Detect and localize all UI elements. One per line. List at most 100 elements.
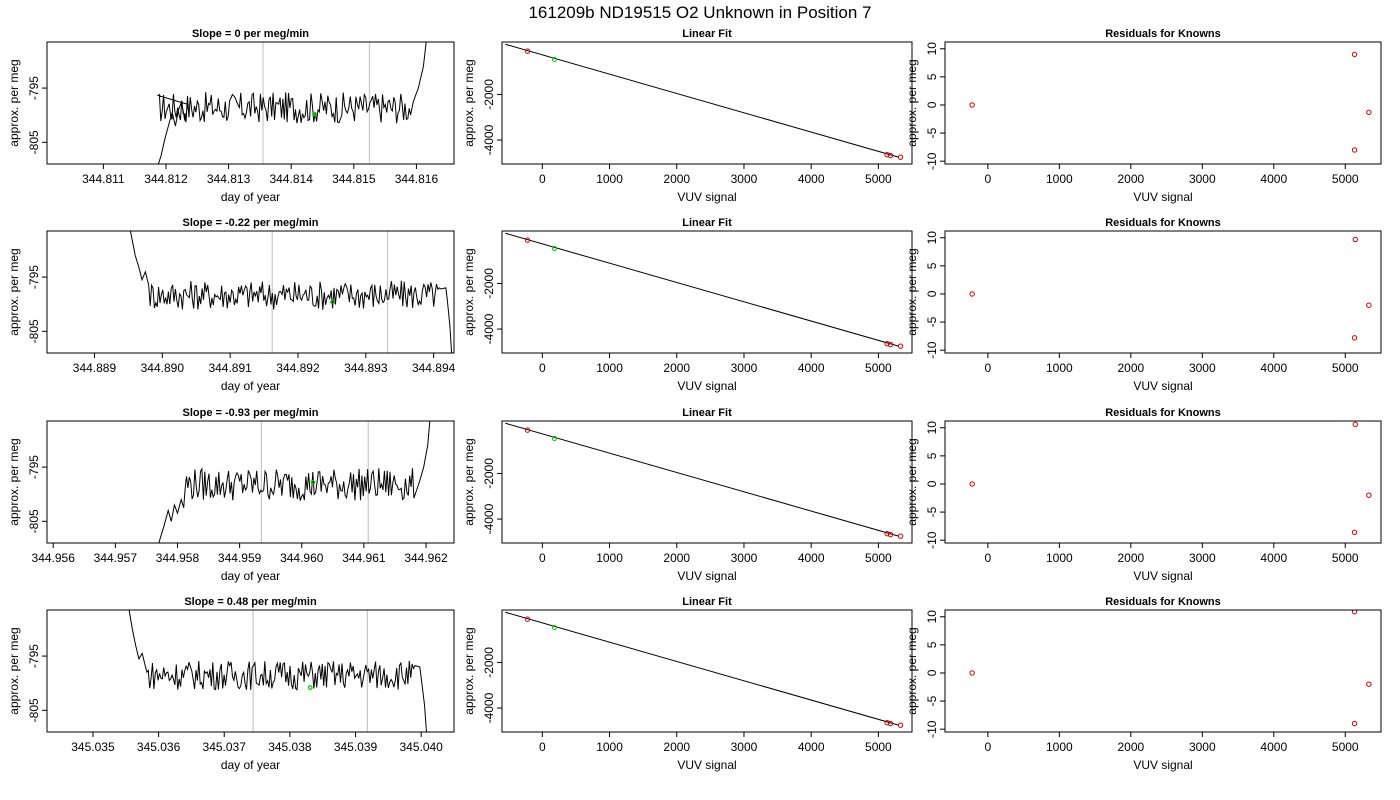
panel-frame <box>944 230 1382 354</box>
y-tick-label: -5 <box>925 695 939 706</box>
unknown-point <box>307 685 313 690</box>
y-tick-label: 10 <box>925 42 939 56</box>
x-tick-label: 344.961 <box>342 551 386 565</box>
known-point <box>969 291 975 297</box>
x-axis-label: VUV signal <box>1133 190 1192 204</box>
y-tick-label: 0 <box>925 669 939 676</box>
known-point <box>884 340 890 347</box>
panel-grid: Slope = 0 per meg/min 344.811 344.812 344.8… <box>7 28 1382 772</box>
x-tick-label: 344.816 <box>395 172 439 186</box>
known-point <box>969 670 975 676</box>
known-point <box>897 533 904 539</box>
x-tick-label: 2000 <box>1117 172 1144 186</box>
panel-frame <box>944 420 1382 544</box>
y-tick-label: -805 <box>27 509 41 533</box>
plot-area <box>158 421 431 543</box>
x-axis-label: day of year <box>221 758 280 772</box>
panel-frame <box>501 609 913 733</box>
x-tick-label: 345.036 <box>137 740 181 754</box>
x-axis-label: VUV signal <box>677 569 736 583</box>
x-tick-label: 1000 <box>1046 361 1073 375</box>
x-tick-label: 345.038 <box>268 740 312 754</box>
x-tick-label: 1000 <box>1046 551 1073 565</box>
x-axis-label: VUV signal <box>1133 569 1192 583</box>
y-tick-label: -2000 <box>482 647 496 678</box>
y-tick-label: -4000 <box>482 124 496 155</box>
plot-area <box>505 422 904 539</box>
y-tick-label: -4000 <box>482 503 496 534</box>
panel-frame <box>501 420 913 544</box>
x-tick-label: 344.890 <box>141 361 185 375</box>
known-point <box>1351 335 1358 341</box>
y-tick-label: -10 <box>925 531 939 549</box>
y-tick-label: 0 <box>925 480 939 487</box>
known-point <box>1351 147 1358 153</box>
x-tick-label: 5000 <box>1332 551 1359 565</box>
x-tick-label: 3000 <box>1189 551 1216 565</box>
panel-frame <box>944 41 1382 165</box>
known-point <box>1366 109 1372 115</box>
panel-2: Slope = -0.22 per meg/min 344.889 344.890 3… <box>7 217 456 393</box>
y-tick-label: -795 <box>27 76 41 100</box>
x-tick-label: 5000 <box>1332 172 1359 186</box>
x-axis-label: day of year <box>221 569 280 583</box>
x-tick-label: 3000 <box>731 172 758 186</box>
x-tick-label: 1000 <box>596 740 623 754</box>
fit-line <box>505 611 899 726</box>
x-tick-label: 2000 <box>663 740 690 754</box>
x-tick-label: 345.037 <box>203 740 247 754</box>
x-tick-label: 3000 <box>1189 361 1216 375</box>
panel-title: Linear Fit <box>682 407 732 419</box>
known-point <box>524 427 531 433</box>
plot-area <box>505 43 904 160</box>
y-tick-label: -795 <box>27 644 41 668</box>
known-point <box>969 102 975 108</box>
y-tick-label: -4000 <box>482 313 496 344</box>
panel-title: Slope = -0.93 per meg/min <box>182 407 318 419</box>
y-tick-label: 0 <box>925 101 939 108</box>
x-tick-label: 345.035 <box>71 740 115 754</box>
x-tick-label: 5000 <box>865 740 892 754</box>
known-point <box>1366 492 1372 498</box>
x-axis-label: VUV signal <box>1133 758 1192 772</box>
known-point <box>887 720 894 727</box>
panel-title: Residuals for Knowns <box>1105 407 1221 419</box>
x-tick-label: 5000 <box>865 361 892 375</box>
panel-4: Slope = 0.48 per meg/min 345.035 345.036 34… <box>7 596 455 772</box>
y-axis-label: approx. per meg <box>7 627 21 714</box>
y-axis-label: approx. per meg <box>905 627 919 714</box>
panel-title: Slope = 0 per meg/min <box>192 28 309 40</box>
x-axis-label: day of year <box>221 379 280 393</box>
y-tick-label: 5 <box>925 452 939 459</box>
known-point <box>887 531 894 538</box>
known-point <box>1351 610 1358 615</box>
x-tick-label: 344.812 <box>144 172 188 186</box>
y-tick-label: 10 <box>925 610 939 624</box>
y-tick-label: -795 <box>27 265 41 289</box>
x-tick-label: 4000 <box>1260 361 1287 375</box>
panel-12: Residuals for Knowns 0 1000 2000 3000 4000 500… <box>905 596 1382 772</box>
known-point <box>1352 236 1358 243</box>
panel-title: Slope = -0.22 per meg/min <box>182 217 318 229</box>
x-tick-label: 0 <box>539 551 546 565</box>
unknown-point <box>551 57 557 63</box>
plot-area <box>128 610 427 732</box>
x-tick-label: 4000 <box>798 172 825 186</box>
y-tick-label: -2000 <box>482 268 496 299</box>
y-axis-label: approx. per meg <box>462 627 476 714</box>
unknown-point <box>551 246 557 252</box>
y-tick-label: -10 <box>925 720 939 738</box>
x-axis-label: day of year <box>221 190 280 204</box>
panel-1: Slope = 0 per meg/min 344.811 344.812 344.8… <box>7 28 455 204</box>
x-tick-label: 3000 <box>731 740 758 754</box>
x-tick-label: 3000 <box>731 361 758 375</box>
x-tick-label: 344.962 <box>404 551 448 565</box>
y-axis-label: approx. per meg <box>905 438 919 525</box>
x-tick-label: 4000 <box>798 551 825 565</box>
y-tick-label: 5 <box>925 262 939 269</box>
y-tick-label: 5 <box>925 641 939 648</box>
known-point <box>1351 720 1358 727</box>
x-tick-label: 4000 <box>1260 172 1287 186</box>
known-point <box>887 152 894 159</box>
